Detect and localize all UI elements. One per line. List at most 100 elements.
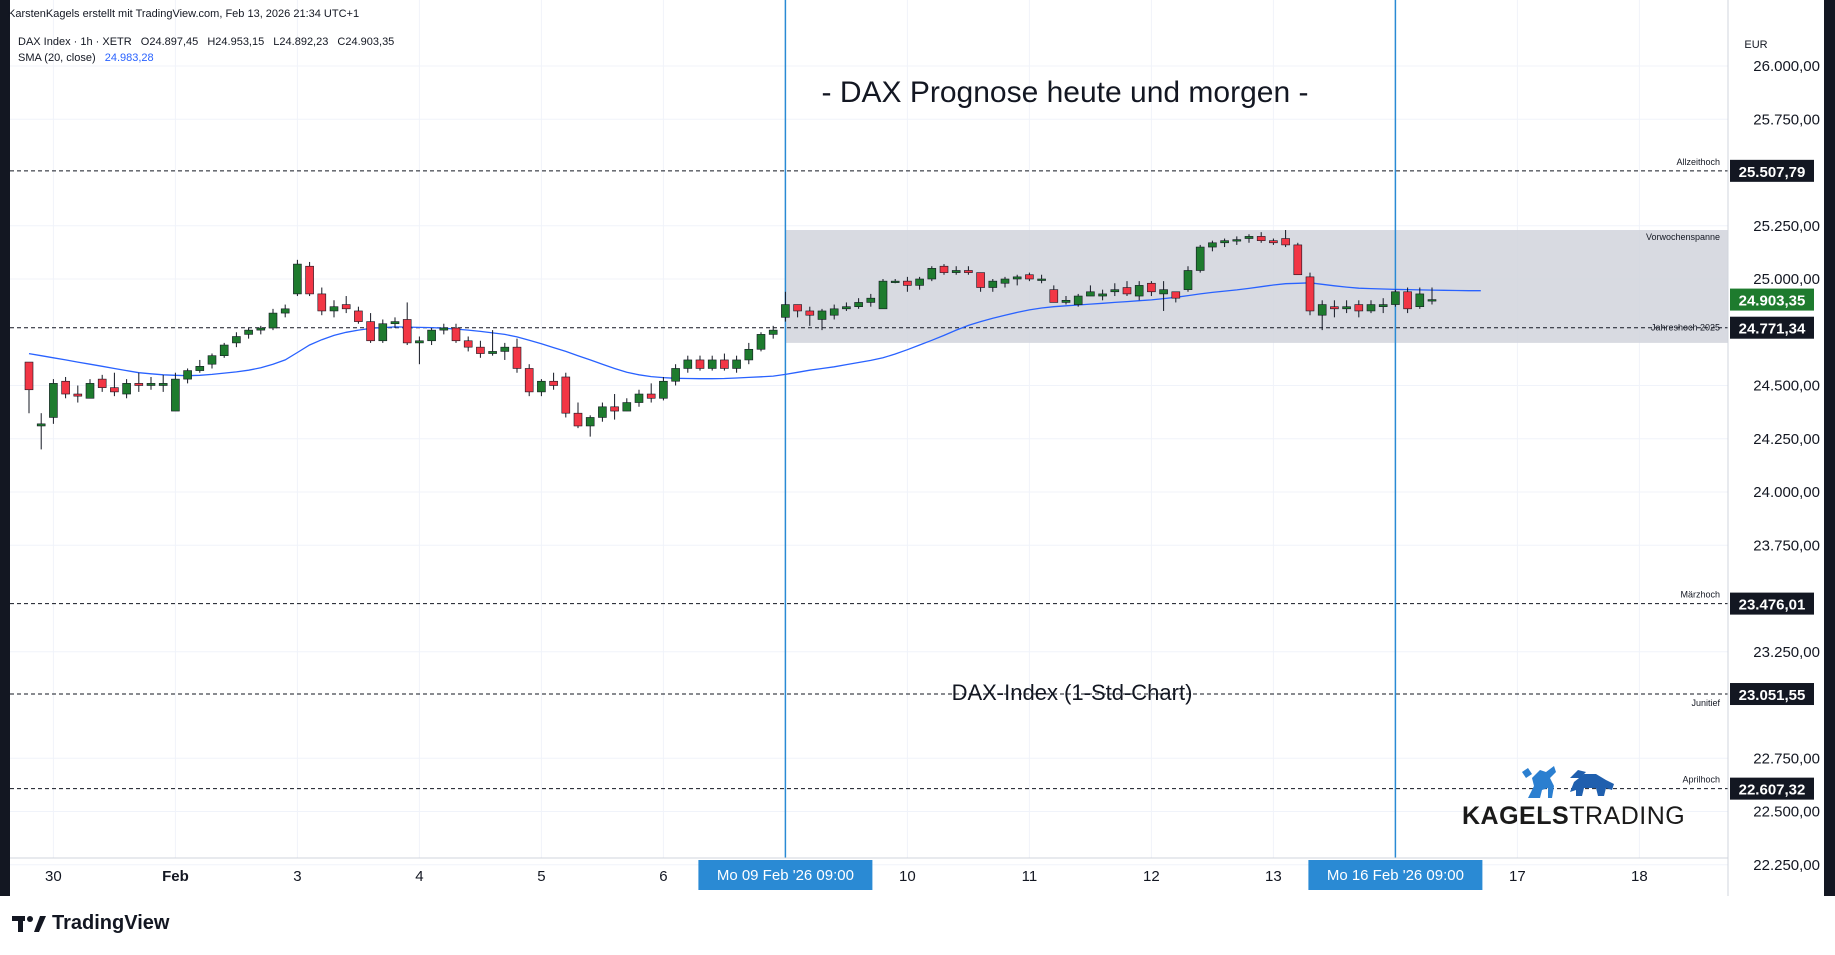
range-zone	[785, 230, 1728, 343]
candle-body	[219, 344, 229, 356]
candle-body	[744, 348, 754, 361]
y-tick-label: 26.000,00	[1753, 58, 1820, 75]
level-price-label: 25.507,79	[1739, 164, 1806, 181]
candle-body	[1122, 287, 1132, 295]
candle-body	[1098, 293, 1107, 297]
candle-body	[1208, 242, 1217, 248]
candle-body	[341, 304, 351, 310]
y-tick-label: 25.250,00	[1753, 218, 1820, 235]
candle-body	[134, 383, 144, 386]
candle-body	[524, 368, 534, 393]
candle-body	[964, 270, 973, 273]
candle-body	[85, 383, 95, 399]
date-marker-tag	[1308, 860, 1483, 890]
candle-body	[781, 304, 790, 318]
candle-body	[988, 280, 998, 288]
kagels-bold: KAGELS	[1462, 802, 1570, 830]
candle-body	[610, 406, 619, 412]
level-price-label: 23.476,01	[1739, 597, 1806, 614]
level-price-tag	[1730, 683, 1814, 706]
level-name: Jahreshoch 2025	[1651, 323, 1720, 333]
candle-body	[756, 334, 766, 350]
candle-body	[1183, 270, 1193, 290]
candle-body	[903, 280, 912, 286]
candle-body	[793, 304, 802, 312]
candle-body	[500, 346, 510, 352]
candle-body	[402, 319, 412, 344]
candle-body	[927, 268, 937, 280]
y-tick-label: 22.750,00	[1753, 750, 1820, 767]
x-tick-label: 30	[45, 868, 62, 885]
candle-body	[280, 308, 290, 314]
sma-value: 24.983,28	[104, 52, 154, 64]
candle-body	[1378, 304, 1388, 307]
candle-body	[829, 308, 839, 316]
candle-body	[244, 329, 253, 335]
candle-body	[915, 278, 924, 286]
currency-label: EUR	[1744, 39, 1767, 51]
candle-body	[256, 327, 266, 331]
sma-legend: SMA (20, close) 24.983,28	[18, 52, 160, 64]
candle-body	[817, 310, 827, 320]
sma-label: SMA (20, close)	[18, 52, 96, 64]
chart-area[interactable]: Vorwochenspanne Allzeithoch Jahreshoch 202…	[10, 0, 1824, 896]
open-value: O24.897,45	[140, 36, 199, 48]
level-price-tag	[1730, 592, 1814, 615]
candle-body	[537, 380, 546, 393]
candle-body	[512, 346, 522, 369]
last-price-tag	[1730, 288, 1814, 311]
x-tick-label: 3	[293, 868, 301, 885]
candle-body	[1403, 291, 1412, 310]
candle-body	[146, 383, 156, 386]
candle-body	[549, 380, 558, 386]
candle-body	[97, 378, 107, 388]
candle-body	[378, 323, 388, 342]
candle-body	[1000, 278, 1010, 284]
y-tick-label: 22.250,00	[1753, 857, 1820, 874]
candle-body	[585, 417, 595, 427]
candle-body	[293, 263, 302, 295]
y-tick-label: 22.500,00	[1753, 804, 1820, 821]
candle-body	[768, 329, 778, 335]
level-price-tag	[1730, 777, 1814, 800]
candle-body	[634, 393, 644, 403]
candle-body	[476, 346, 485, 354]
candle-body	[1281, 238, 1290, 246]
candle-body	[1037, 278, 1046, 281]
candle-body	[1086, 291, 1095, 297]
x-tick-label: 18	[1631, 868, 1648, 885]
chart-svg[interactable]: Vorwochenspanne Allzeithoch Jahreshoch 202…	[10, 0, 1824, 896]
candle-body	[24, 361, 34, 391]
candle-body	[1171, 291, 1181, 299]
last-price-label: 24.903,35	[1739, 293, 1806, 310]
candle-body	[171, 378, 180, 412]
level-price-tag	[1730, 159, 1814, 182]
tradingview-name: TradingView	[52, 912, 170, 934]
bull-bear-icon	[1522, 766, 1614, 798]
high-value: H24.953,15	[207, 36, 265, 48]
candle-body	[573, 412, 583, 427]
candle-body	[36, 423, 46, 427]
candle-body	[695, 359, 705, 369]
candle-body	[683, 359, 693, 369]
kagels-light: TRADING	[1569, 802, 1686, 830]
candle-body	[805, 310, 815, 316]
level-name: Allzeithoch	[1676, 157, 1720, 167]
candle-body	[49, 383, 58, 418]
date-marker-tag	[698, 860, 873, 890]
y-tick-label: 25.750,00	[1753, 111, 1820, 128]
symbol-legend: DAX Index · 1h · XETR O24.897,45 H24.953…	[18, 36, 400, 48]
x-tick-label: 17	[1509, 868, 1526, 885]
candle-body	[1195, 246, 1205, 271]
candle-body	[305, 265, 314, 295]
candle-body	[842, 306, 851, 310]
tradingview-brand[interactable]: TradingView	[12, 912, 169, 935]
date-marker-label: Mo 16 Feb '26 09:00	[1327, 867, 1464, 884]
candle-body	[1366, 304, 1376, 312]
level-price-label: 24.771,34	[1739, 321, 1806, 338]
candle-body	[646, 393, 656, 399]
candle-body	[427, 329, 436, 342]
candle-body	[1061, 299, 1071, 303]
candle-body	[268, 312, 278, 329]
candle-body	[158, 383, 168, 386]
